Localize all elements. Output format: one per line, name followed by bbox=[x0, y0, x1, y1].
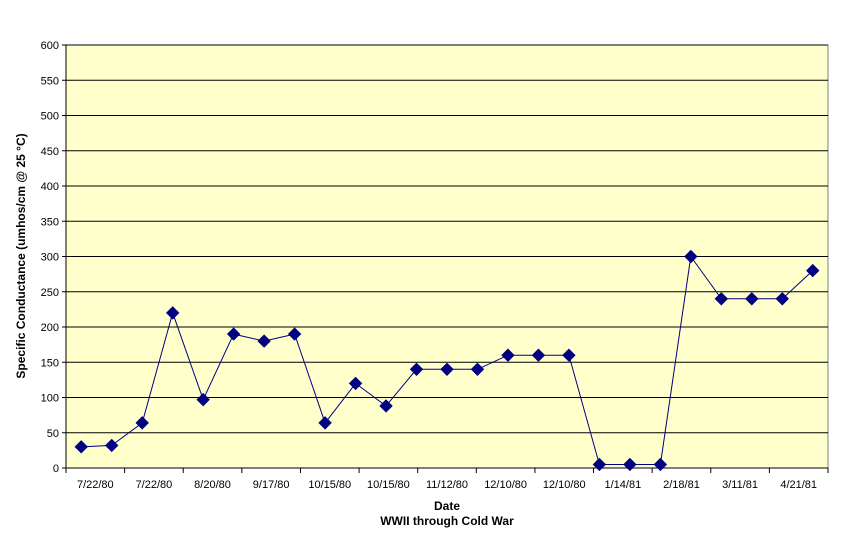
data-point-marker bbox=[806, 263, 820, 278]
data-point-marker bbox=[287, 327, 302, 341]
data-point-marker bbox=[74, 440, 88, 454]
x-axis: 7/22/80 7/22/80 8/20/80 9/17/80 10/15/80 10/1… bbox=[65, 467, 829, 491]
y-tick-label: 150 bbox=[41, 357, 59, 369]
data-point-marker bbox=[623, 457, 637, 472]
y-axis-title: Specific Conductance (umhos/cm @ 25 °C) bbox=[14, 133, 28, 378]
x-tick-label: 8/20/80 bbox=[194, 479, 231, 491]
y-tick-label: 500 bbox=[41, 111, 59, 123]
gridlines bbox=[66, 44, 828, 434]
data-point-marker bbox=[196, 392, 210, 407]
y-tick-label: 600 bbox=[41, 40, 59, 52]
y-tick-label: 300 bbox=[41, 252, 59, 264]
x-tick-label: 10/15/80 bbox=[308, 479, 351, 491]
x-tick-label: 4/21/81 bbox=[780, 479, 817, 491]
x-tick-label: 12/10/80 bbox=[484, 479, 527, 491]
series bbox=[74, 249, 820, 472]
y-tick-label: 50 bbox=[47, 428, 59, 440]
data-point-marker bbox=[165, 306, 180, 320]
data-point-marker bbox=[531, 348, 546, 362]
y-tick-label: 400 bbox=[41, 181, 59, 193]
data-point-marker bbox=[501, 348, 515, 362]
data-point-marker bbox=[379, 399, 393, 413]
data-point-marker bbox=[745, 292, 759, 306]
x-tick-label: 7/22/80 bbox=[136, 479, 173, 491]
data-point-marker bbox=[653, 457, 668, 472]
y-tick-label: 450 bbox=[41, 146, 59, 158]
data-point-marker bbox=[714, 292, 729, 306]
x-tick-label: 10/15/80 bbox=[367, 479, 410, 491]
x-tick-label: 7/22/80 bbox=[77, 479, 114, 491]
y-tick-label: 550 bbox=[41, 75, 59, 87]
x-axis-title: Date bbox=[434, 499, 460, 513]
x-tick-label: 3/11/81 bbox=[722, 479, 758, 491]
data-point-marker bbox=[562, 348, 576, 362]
x-tick-label: 12/10/80 bbox=[543, 479, 586, 491]
x-axis-subtitle: WWII through Cold War bbox=[380, 514, 514, 528]
data-point-marker bbox=[592, 457, 607, 472]
data-point-marker bbox=[257, 334, 271, 348]
x-tick-label: 2/18/81 bbox=[663, 479, 700, 491]
y-tick-label: 0 bbox=[53, 463, 59, 475]
x-tick-label: 1/14/81 bbox=[604, 479, 641, 491]
y-tick-label: 100 bbox=[41, 393, 59, 405]
y-axis: 0 50 100 150 200 250 300 350 400 450 500 550 600 bbox=[41, 40, 67, 475]
x-tick-label: 9/17/80 bbox=[253, 479, 290, 491]
x-tick-label: 11/12/80 bbox=[426, 479, 468, 491]
data-point-marker bbox=[470, 362, 485, 377]
y-tick-label: 350 bbox=[41, 216, 59, 228]
data-point-marker bbox=[409, 362, 424, 377]
y-tick-label: 200 bbox=[41, 322, 59, 334]
data-point-marker bbox=[135, 416, 149, 430]
data-point-marker bbox=[105, 438, 119, 453]
data-point-marker bbox=[684, 249, 698, 264]
data-point-marker bbox=[318, 416, 332, 430]
data-point-marker bbox=[226, 327, 241, 341]
data-point-marker bbox=[775, 292, 789, 306]
y-tick-label: 250 bbox=[41, 287, 59, 299]
data-point-marker bbox=[348, 376, 363, 391]
data-point-marker bbox=[440, 362, 454, 377]
